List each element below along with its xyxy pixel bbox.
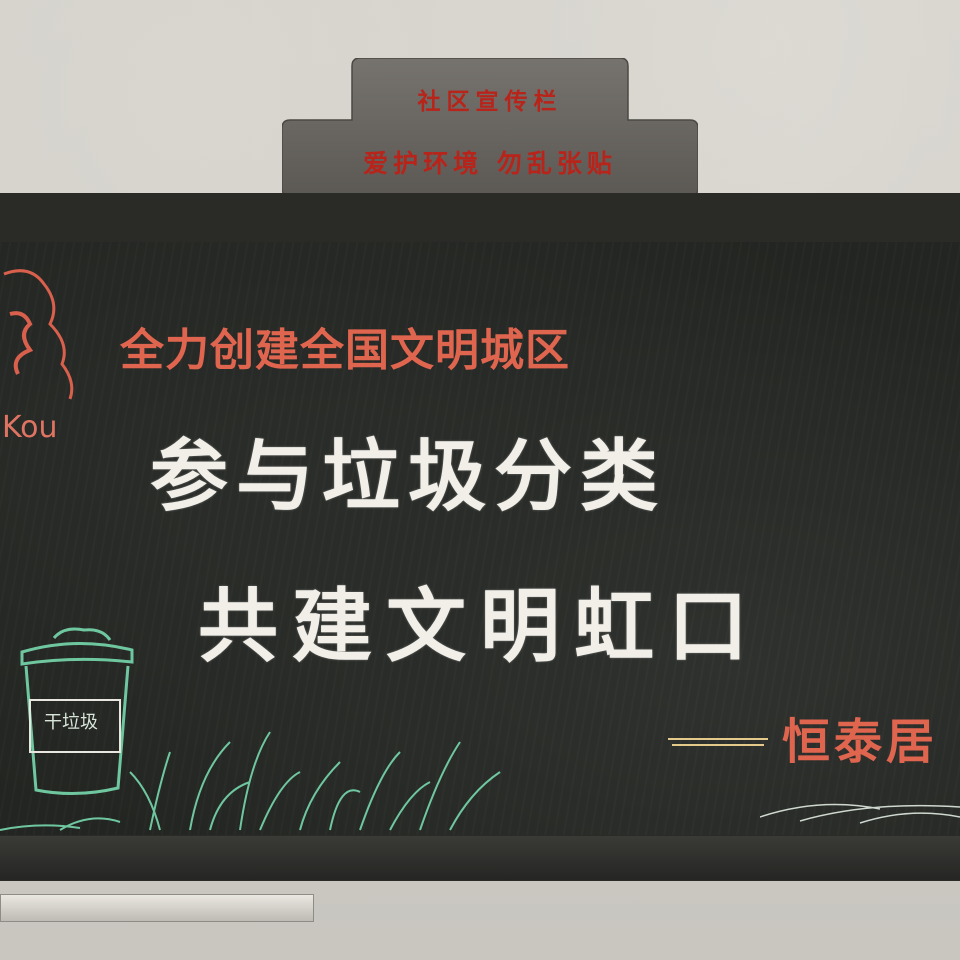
community-bulletin-plaque: 社区宣传栏 爱护环境 勿乱张贴 [282, 58, 698, 196]
slogan-red: 全力创建全国文明城区 [120, 314, 570, 378]
plaque-title: 社区宣传栏 [282, 82, 698, 116]
hongkou-logo-doodle [0, 254, 90, 404]
signature-dash [668, 735, 768, 749]
chalk-ledge [0, 836, 960, 880]
grass-drawing-right [760, 787, 960, 827]
plaque-subtitle: 爱护环境 勿乱张贴 [282, 144, 698, 180]
metal-rail [0, 894, 314, 922]
headline-line-1: 参与垃圾分类 [150, 414, 666, 526]
logo-text: Kou [2, 410, 58, 445]
signature: 恒泰居 [782, 702, 938, 772]
grass-drawing [0, 712, 560, 832]
blackboard: Kou 全力创建全国文明城区 参与垃圾分类 共建文明虹口 恒泰居 干垃圾 [0, 242, 960, 835]
headline-line-2: 共建文明虹口 [198, 562, 762, 678]
